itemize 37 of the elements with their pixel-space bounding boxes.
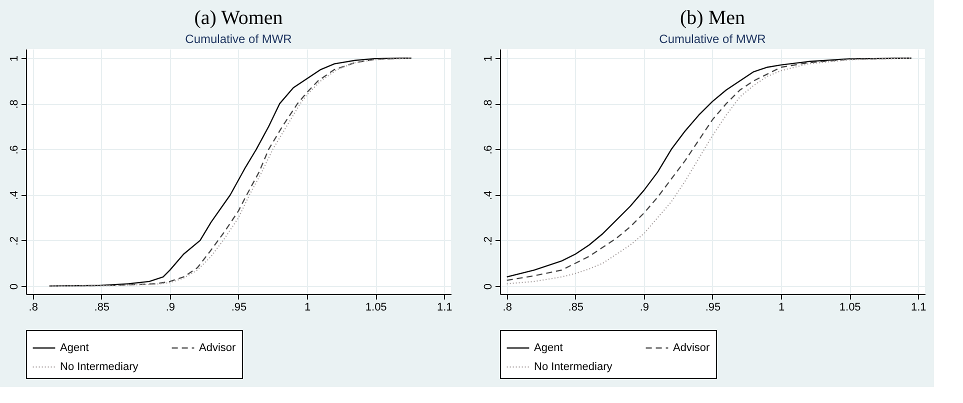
chart-subtitle: Cumulative of MWR: [185, 32, 292, 46]
y-tick-label: .8: [8, 100, 20, 109]
y-tick-label: 1: [8, 56, 20, 62]
x-tick-label: 1: [304, 302, 311, 314]
legend-label: Agent: [534, 342, 563, 354]
legend-label: Advisor: [199, 342, 236, 354]
legend-label: Advisor: [673, 342, 710, 354]
y-tick-label: .6: [8, 145, 20, 154]
y-tick-label: 0: [8, 283, 20, 290]
y-tick-label: .4: [8, 190, 20, 200]
x-tick-label: 1.1: [436, 302, 452, 314]
legend-label: No Intermediary: [60, 361, 139, 373]
y-tick-label: 0: [482, 283, 494, 290]
y-tick-label: .6: [482, 145, 494, 154]
legend-label: No Intermediary: [534, 361, 613, 373]
x-tick-label: 1.05: [365, 302, 387, 314]
y-tick-label: .2: [482, 236, 494, 246]
x-tick-label: .85: [94, 302, 110, 314]
y-tick-label: .2: [8, 236, 20, 246]
y-tick-label: .8: [482, 100, 494, 109]
x-tick-label: .8: [502, 302, 512, 314]
y-tick-label: 1: [482, 56, 494, 62]
chart-title: (a) Women: [194, 7, 283, 29]
x-tick-label: .9: [640, 302, 650, 314]
chart-subtitle: Cumulative of MWR: [659, 32, 766, 46]
line-series: [48, 58, 412, 287]
x-tick-label: .8: [28, 302, 38, 314]
x-tick-label: .95: [705, 302, 721, 314]
x-tick-label: 1.05: [839, 302, 861, 314]
x-tick-label: .85: [568, 302, 584, 314]
legend-label: Agent: [60, 342, 89, 354]
x-tick-label: 1: [778, 302, 785, 314]
y-tick-label: .4: [482, 190, 494, 200]
x-tick-label: .9: [166, 302, 176, 314]
chart-title: (b) Men: [680, 7, 745, 29]
x-tick-label: .95: [231, 302, 247, 314]
x-tick-label: 1.1: [910, 302, 926, 314]
